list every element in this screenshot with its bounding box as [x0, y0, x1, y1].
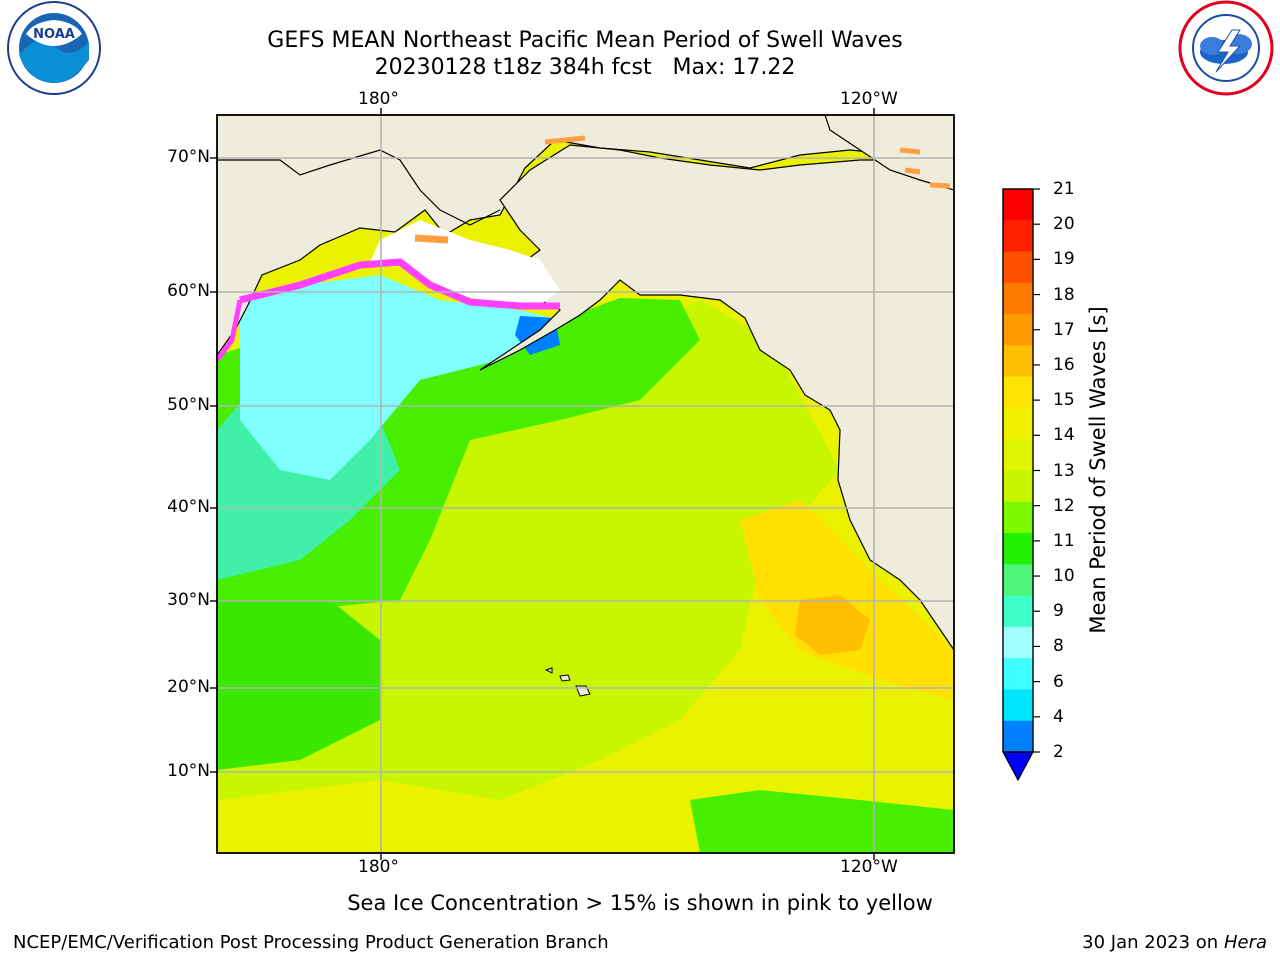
- axis-ticks: [210, 108, 875, 860]
- colorbar-swatch: [1003, 314, 1033, 346]
- ocean-green-equator: [690, 790, 954, 853]
- colorbar-swatch: [1003, 720, 1033, 753]
- title-line-1: GEFS MEAN Northeast Pacific Mean Period …: [267, 28, 903, 53]
- lat-label-60n: 60°N: [167, 281, 210, 301]
- land-siberia: [217, 115, 954, 357]
- colorbar-tick-label: 16: [1053, 354, 1075, 375]
- colorbar-swatch: [1003, 282, 1033, 315]
- colorbar-tick-label: 18: [1053, 284, 1075, 305]
- sea-ice-fringe: [239, 258, 560, 310]
- map-frame: [216, 114, 955, 854]
- map-area: [217, 115, 954, 853]
- lat-label-50n: 50°N: [167, 395, 210, 415]
- colorbar-swatch: [1003, 658, 1033, 690]
- ocean-warm-region: [740, 500, 954, 700]
- colorbar-tick-label: 2: [1053, 742, 1064, 762]
- sea-ice-north: [414, 234, 449, 244]
- grid-lines: [217, 115, 954, 853]
- colorbar-extend-arrow: [1001, 751, 1035, 782]
- land-chukotka-coast: [217, 149, 501, 226]
- colorbar-swatch: [1003, 376, 1033, 409]
- ocean-orange-patch: [795, 595, 870, 655]
- colorbar-swatch: [1003, 626, 1033, 659]
- lon-label-top-180: 180°: [358, 89, 399, 109]
- ocean-cyan-region: [240, 275, 560, 480]
- colorbar-swatch: [1003, 189, 1033, 221]
- hawaii-islands: [544, 667, 591, 697]
- colorbar-swatch: [1003, 595, 1033, 628]
- footer-right: 30 Jan 2023 on Hera: [1082, 932, 1267, 954]
- lon-label-bottom-180: 180°: [358, 857, 399, 877]
- lat-label-70n: 70°N: [167, 147, 210, 167]
- lon-label-top-120w: 120°W: [840, 89, 898, 109]
- noaa-logo-text: NOAA: [33, 27, 75, 42]
- colorbar-tick-label: 21: [1053, 179, 1075, 199]
- footer-host: Hera: [1223, 932, 1267, 953]
- colorbar-swatch: [1003, 689, 1033, 722]
- sea-ice-annotation: Sea Ice Concentration > 15% is shown in …: [347, 891, 933, 915]
- colorbar-swatch: [1003, 470, 1033, 503]
- nws-logo: [1178, 0, 1274, 96]
- colorbar-tick-label: 15: [1053, 390, 1075, 411]
- sea-ice-arctic: [544, 135, 951, 189]
- colorbar-tick-label: 6: [1053, 671, 1064, 692]
- colorbar-swatch: [1003, 533, 1033, 565]
- colorbar-tick-label: 10: [1053, 566, 1075, 587]
- lat-label-10n: 10°N: [167, 761, 210, 781]
- ocean-green-south: [217, 600, 380, 770]
- colorbar-tick-label: 9: [1053, 601, 1064, 622]
- colorbar-tick-label: 19: [1053, 249, 1075, 270]
- footer-date: 30 Jan 2023 on: [1082, 932, 1224, 953]
- colorbar-tick-label: 20: [1053, 214, 1075, 235]
- colorbar-tick-label: 14: [1053, 425, 1075, 446]
- colorbar-swatch: [1003, 220, 1033, 253]
- lat-label-30n: 30°N: [167, 590, 210, 610]
- colorbar-swatch: [1003, 251, 1033, 284]
- land-arctic-islands: [824, 115, 954, 191]
- lat-label-40n: 40°N: [167, 497, 210, 517]
- colorbar-tick-label: 17: [1053, 319, 1075, 340]
- colorbar: [1001, 188, 1040, 782]
- colorbar-swatch: [1003, 407, 1033, 440]
- noaa-logo: NOAA: [7, 1, 101, 95]
- colorbar-title: Mean Period of Swell Waves [s]: [1086, 306, 1110, 634]
- footer-left: NCEP/EMC/Verification Post Processing Pr…: [13, 932, 609, 953]
- lon-label-bottom-120w: 120°W: [840, 857, 898, 877]
- colorbar-tick-label: 4: [1053, 706, 1064, 727]
- lat-label-20n: 20°N: [167, 677, 210, 697]
- colorbar-tick-label: 12: [1053, 495, 1075, 516]
- colorbar-swatch: [1003, 439, 1033, 471]
- colorbar-swatch: [1003, 564, 1033, 597]
- colorbar-tick-label: 11: [1053, 530, 1075, 551]
- colorbar-tick-label: 13: [1053, 460, 1075, 481]
- colorbar-tick-label: 8: [1053, 636, 1064, 657]
- title-line-2: 20230128 t18z 384h fcst Max: 17.22: [374, 55, 796, 80]
- colorbar-swatch: [1003, 501, 1033, 534]
- sea-ice-fringe-2: [217, 299, 243, 362]
- colorbar-swatch: [1003, 345, 1033, 378]
